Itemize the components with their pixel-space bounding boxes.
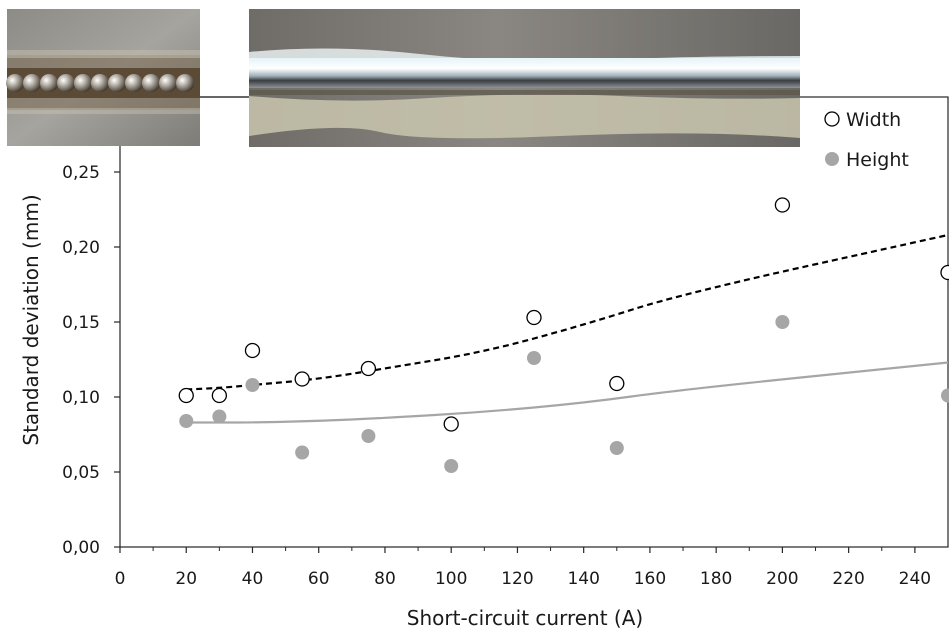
axes: 0 20 40 60 80 100 120 140 160 180 200 220 240 0,00 0,0…: [62, 163, 931, 589]
x-tick-label: 160: [634, 569, 666, 589]
x-tick-label: 20: [175, 569, 197, 589]
y-tick-label: 0,00: [62, 538, 100, 558]
point-width: [211, 387, 228, 404]
point-height: [527, 351, 541, 365]
legend-marker-height: [825, 152, 839, 166]
x-tick-label: 200: [766, 569, 798, 589]
trendline-height: [186, 361, 949, 424]
point-height: [941, 388, 949, 403]
x-tick-label: 80: [374, 569, 396, 589]
point-width: [244, 342, 261, 359]
x-tick-label: 140: [567, 569, 599, 589]
point-width: [178, 387, 194, 404]
x-tick-label: 180: [700, 569, 732, 589]
point-height: [609, 441, 624, 455]
y-tick-label: 0,20: [62, 238, 100, 258]
point-width: [526, 309, 542, 326]
point-width: [774, 197, 791, 213]
point-height: [179, 414, 194, 428]
data-points: [178, 197, 949, 473]
legend: Width Height: [824, 109, 909, 171]
point-height: [361, 429, 376, 443]
point-width: [443, 416, 459, 432]
legend-item-width: Width: [824, 109, 901, 131]
x-tick-label: 120: [501, 569, 533, 589]
x-tick-label: 240: [899, 569, 931, 589]
legend-label-width: Width: [846, 109, 901, 131]
x-tick-label: 60: [308, 569, 330, 589]
x-tick-label: 40: [242, 569, 264, 589]
point-width: [294, 371, 310, 387]
y-axis-label: Standard deviation (mm): [19, 194, 43, 445]
x-axis-label: Short-circuit current (A): [407, 606, 643, 630]
point-height: [775, 315, 790, 329]
point-height: [295, 445, 310, 460]
y-tick-label: 0,15: [62, 313, 100, 333]
trendlines: [186, 233, 949, 424]
y-tick-label: 0,25: [62, 163, 100, 183]
legend-marker-width: [824, 111, 840, 127]
x-tick-label: 220: [832, 569, 864, 589]
point-width: [940, 264, 949, 281]
y-tick-label: 0,05: [62, 463, 100, 483]
point-height: [444, 459, 459, 473]
x-tick-label: 0: [115, 569, 126, 589]
point-width: [360, 360, 377, 377]
legend-label-height: Height: [846, 149, 909, 171]
point-height: [245, 378, 260, 392]
point-width: [609, 375, 625, 392]
weld-bead-photo-beaded: [6, 9, 200, 146]
weld-bead-photo-smooth: [249, 9, 800, 147]
trendline-width: [186, 233, 949, 391]
x-tick-label: 100: [435, 569, 467, 589]
point-height: [212, 409, 227, 424]
y-tick-label: 0,10: [62, 388, 100, 408]
legend-item-height: Height: [825, 149, 909, 171]
